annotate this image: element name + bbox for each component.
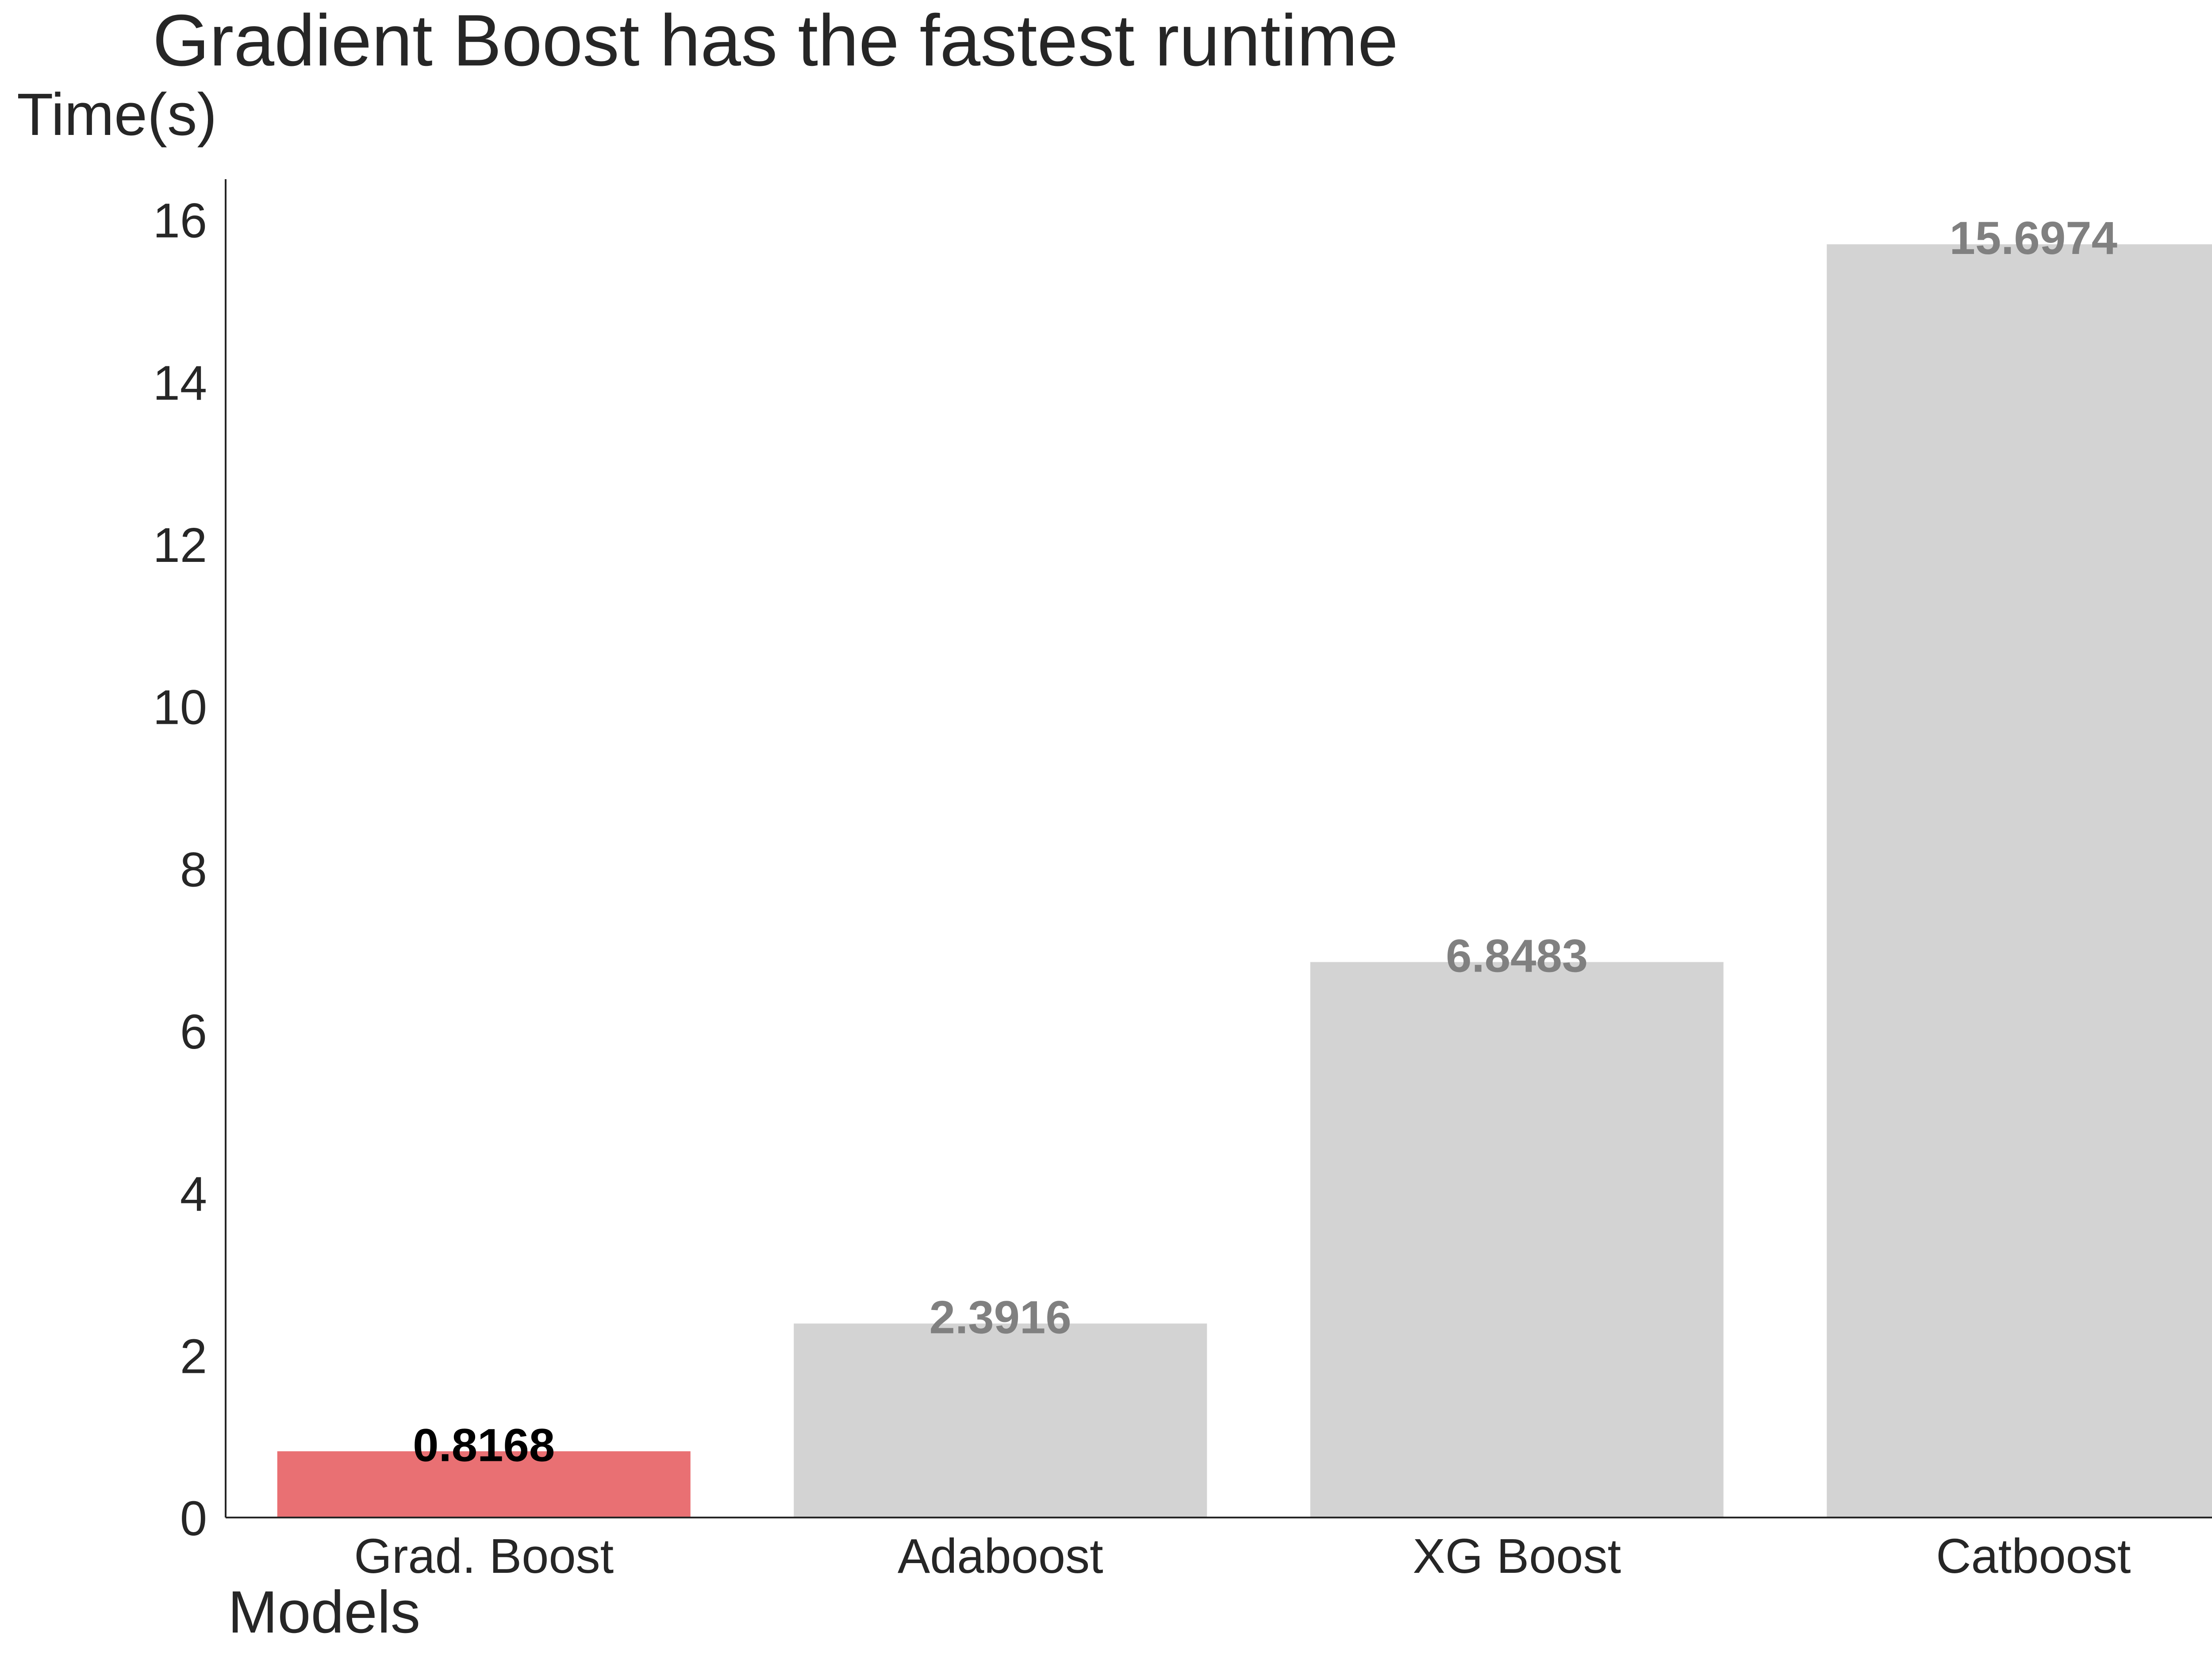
bar-catboost bbox=[1827, 244, 2212, 1518]
x-axis-label: Models bbox=[228, 1579, 420, 1645]
bar-grad-boost bbox=[277, 1451, 691, 1518]
bar-value-label: 15.6974 bbox=[1949, 212, 2117, 264]
y-tick-label: 0 bbox=[180, 1491, 207, 1546]
x-tick-label: Grad. Boost bbox=[354, 1529, 614, 1583]
x-tick-label: Catboost bbox=[1936, 1529, 2131, 1583]
y-tick-label: 2 bbox=[180, 1329, 207, 1383]
x-tick-label: Adaboost bbox=[898, 1529, 1103, 1583]
y-tick-label: 16 bbox=[153, 194, 207, 248]
bar-value-label: 2.3916 bbox=[929, 1292, 1071, 1344]
bar-xg-boost bbox=[1310, 962, 1724, 1518]
bars-group bbox=[277, 244, 2212, 1518]
y-tick-label: 14 bbox=[153, 356, 207, 410]
y-tick-label: 6 bbox=[180, 1005, 207, 1059]
value-labels-group: 0.8168 2.3916 6.8483 15.6974 bbox=[413, 212, 2117, 1471]
chart-title: Gradient Boost has the fastest runtime bbox=[153, 0, 1398, 81]
y-tick-label: 10 bbox=[153, 680, 207, 735]
y-axis-ticks: 0 2 4 6 8 10 12 14 16 bbox=[153, 194, 207, 1546]
x-axis-ticks: Grad. Boost Adaboost XG Boost Catboost bbox=[354, 1529, 2131, 1583]
bar-value-label: 0.8168 bbox=[413, 1419, 555, 1471]
x-tick-label: XG Boost bbox=[1413, 1529, 1621, 1583]
bar-value-label: 6.8483 bbox=[1446, 930, 1588, 982]
y-tick-label: 4 bbox=[180, 1167, 207, 1222]
bar-adaboost bbox=[794, 1323, 1207, 1518]
y-tick-label: 12 bbox=[153, 518, 207, 572]
y-axis-label: Time(s) bbox=[17, 81, 217, 148]
y-tick-label: 8 bbox=[180, 842, 207, 897]
